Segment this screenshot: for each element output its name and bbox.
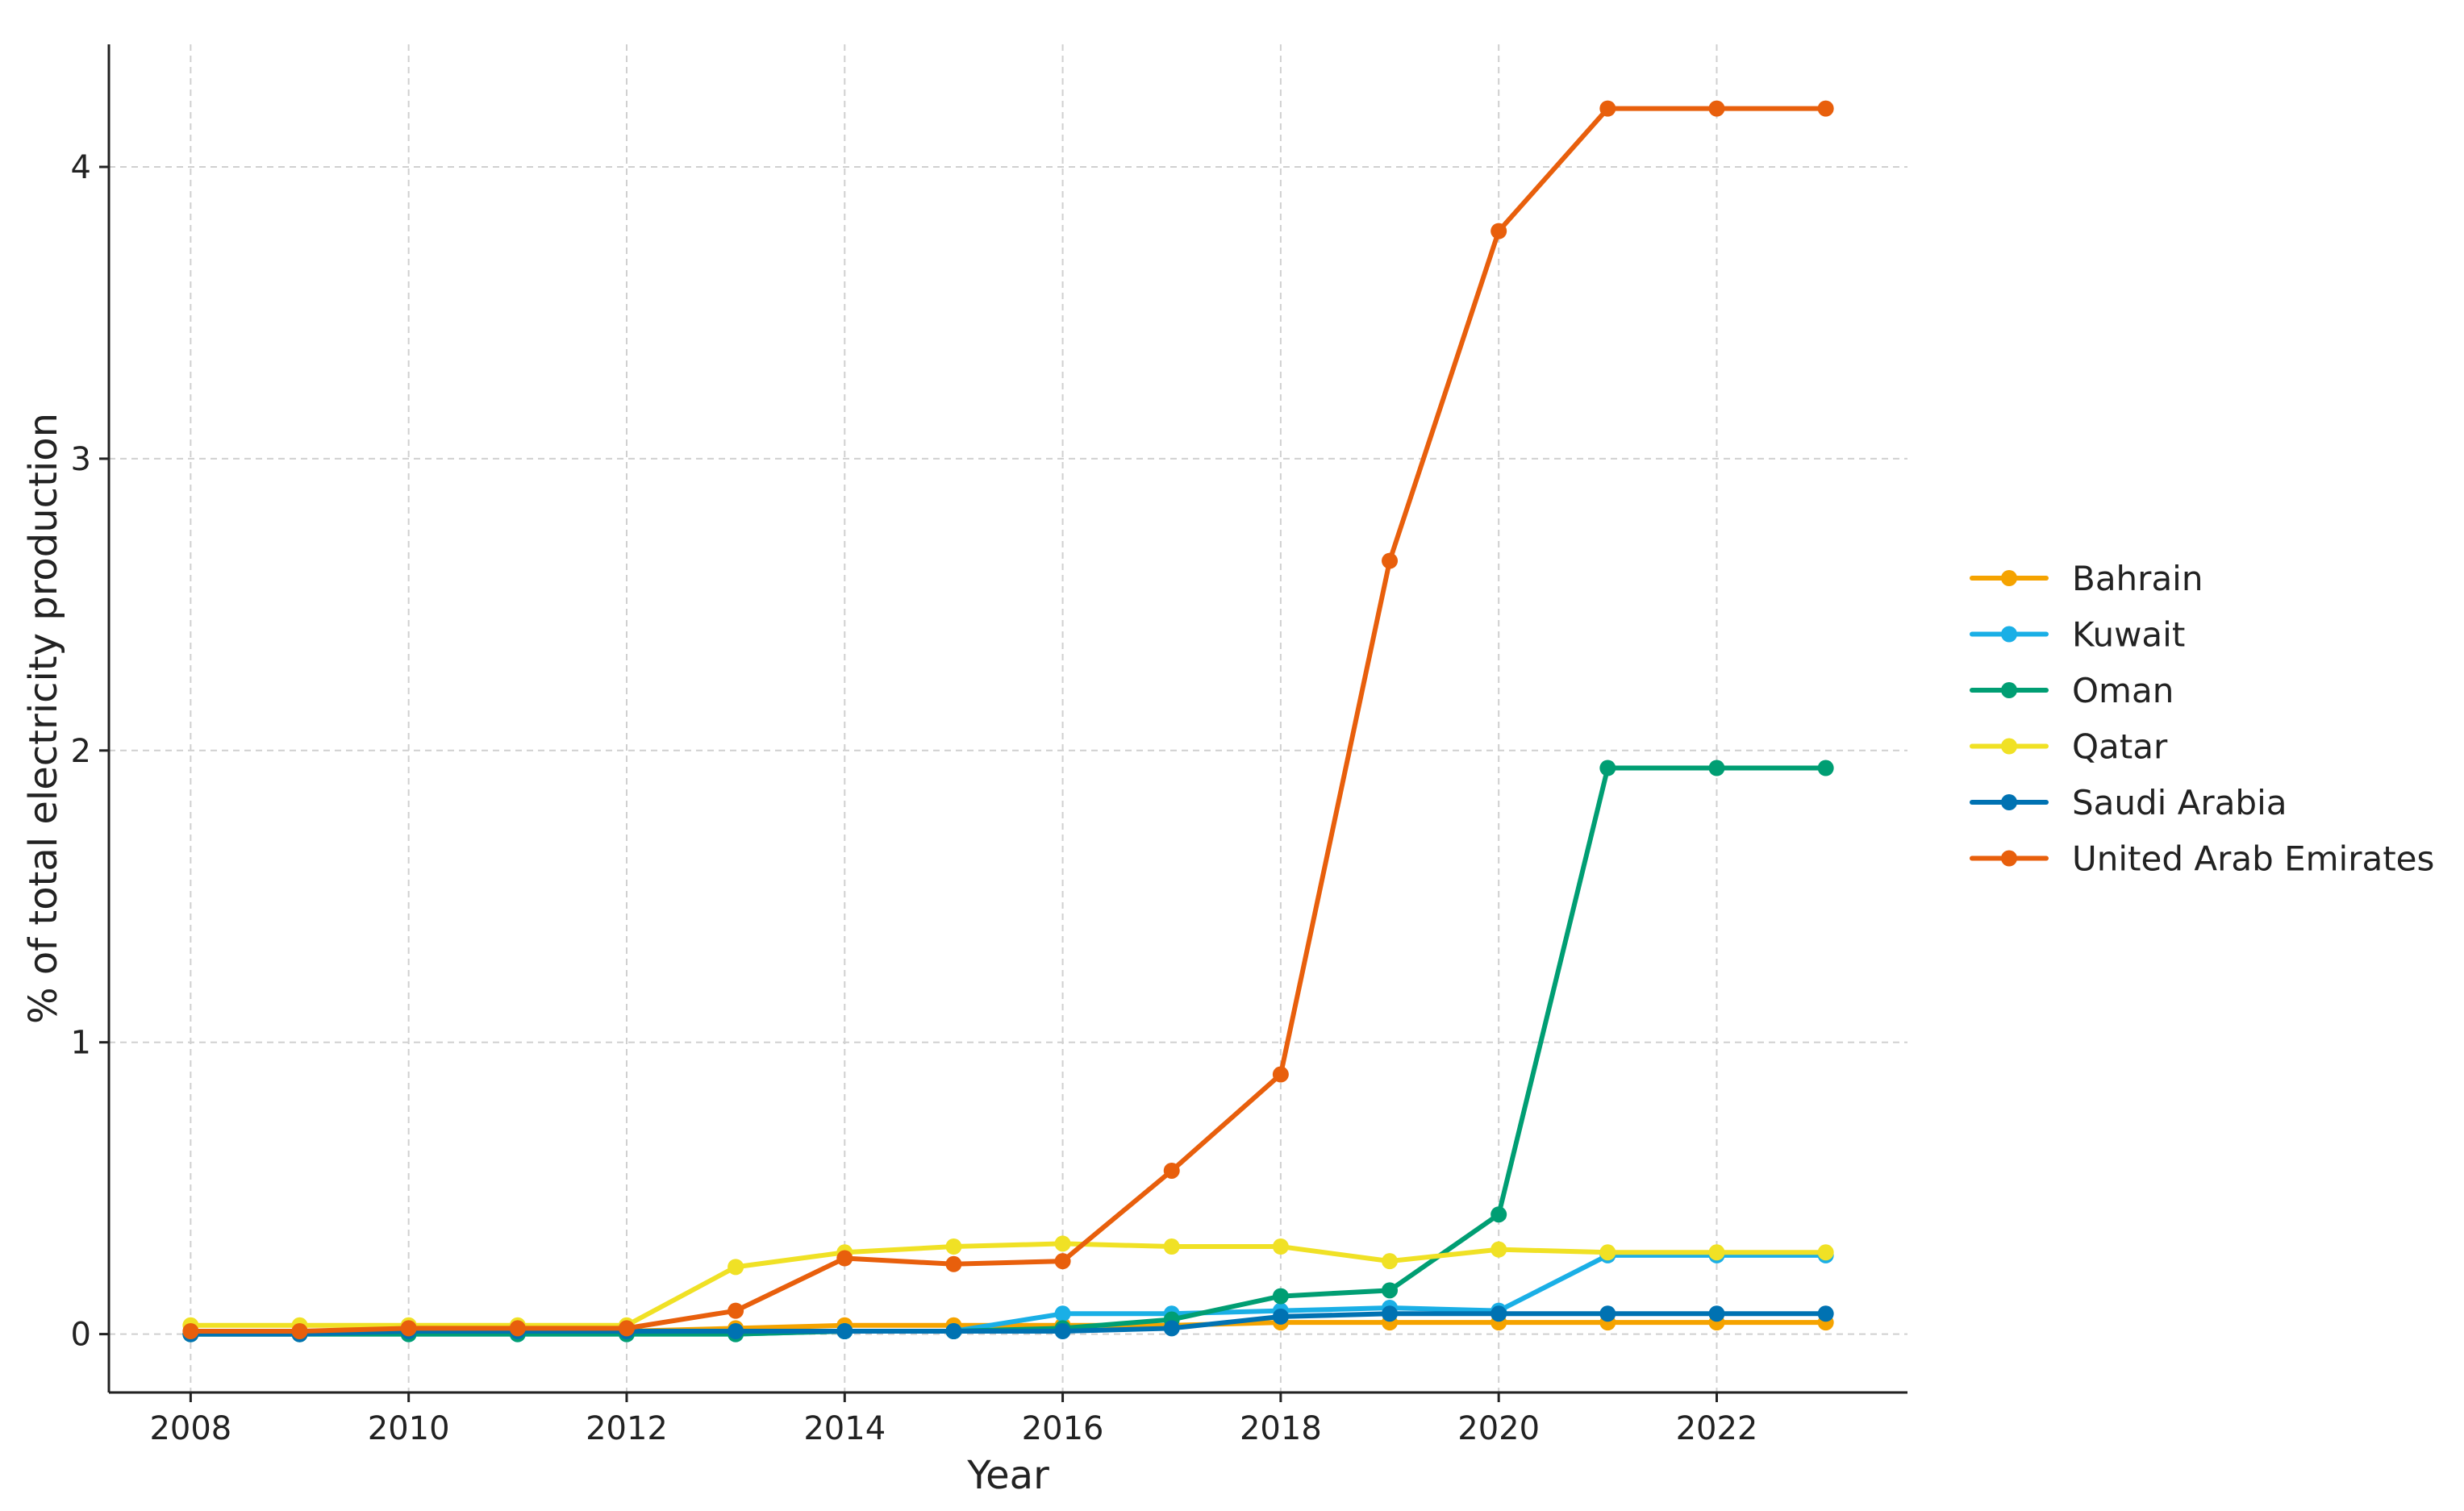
data-point	[1163, 1320, 1180, 1337]
x-tick-label: 2012	[586, 1410, 668, 1447]
data-point	[1817, 1305, 1834, 1322]
y-tick-label: 2	[71, 733, 91, 770]
legend-label: Kuwait	[2072, 615, 2185, 655]
data-point	[728, 1302, 744, 1319]
legend: Bahrain Kuwait Oman Qatar Saudi Arabia United…	[1970, 559, 2434, 879]
data-point	[1163, 1238, 1180, 1255]
data-point	[1054, 1235, 1071, 1252]
data-point	[1490, 223, 1507, 239]
data-point	[1054, 1253, 1071, 1270]
x-tick-label: 2010	[368, 1410, 450, 1447]
data-point	[1708, 1244, 1725, 1261]
x-tick-label: 2022	[1676, 1410, 1758, 1447]
data-point	[836, 1323, 853, 1339]
data-point	[1272, 1066, 1289, 1083]
data-point	[509, 1320, 526, 1337]
data-point	[1708, 1305, 1725, 1322]
series	[182, 100, 1834, 1342]
series-oman	[182, 760, 1834, 1342]
data-point	[291, 1323, 308, 1339]
data-point	[182, 1323, 199, 1339]
data-point	[836, 1250, 853, 1267]
legend-item-qatar: Qatar	[1970, 727, 2168, 767]
y-axis-label: % of total electricity production	[21, 413, 66, 1024]
data-point	[1272, 1288, 1289, 1305]
x-tick-label: 2014	[803, 1410, 886, 1447]
data-point	[1708, 100, 1725, 117]
legend-item-saudi-arabia: Saudi Arabia	[1970, 783, 2287, 822]
data-point	[945, 1255, 962, 1272]
axes	[107, 44, 1907, 1394]
data-point	[400, 1320, 417, 1337]
data-point	[1817, 1244, 1834, 1261]
data-point	[1382, 552, 1399, 569]
x-tick-label: 2020	[1457, 1410, 1540, 1447]
data-point	[1599, 100, 1616, 117]
x-axis-label: Year	[966, 1453, 1049, 1498]
y-tick-label: 0	[71, 1317, 91, 1354]
data-point	[1490, 1241, 1507, 1258]
data-point	[1382, 1253, 1399, 1270]
ticks: 2008 2010 2012 2014 2016 2018 2020 2022 0 1 2 3 4	[71, 149, 1758, 1447]
data-point	[1817, 760, 1834, 776]
data-point	[1490, 1206, 1507, 1223]
data-point	[1599, 1305, 1616, 1322]
y-tick-label: 3	[71, 441, 91, 478]
legend-item-oman: Oman	[1970, 671, 2174, 710]
data-point	[1272, 1308, 1289, 1325]
data-point	[1054, 1323, 1071, 1339]
data-point	[1382, 1282, 1399, 1299]
series-line-saudi-arabia	[188, 1311, 1828, 1337]
legend-label: Qatar	[2072, 727, 2168, 767]
legend-item-united-arab-emirates: United Arab Emirates	[1970, 839, 2434, 879]
data-point	[1817, 100, 1834, 117]
y-tick-label: 1	[71, 1025, 91, 1062]
data-point	[618, 1320, 635, 1337]
data-point	[1163, 1162, 1180, 1179]
legend-swatch-marker	[2001, 738, 2017, 755]
data-point	[945, 1323, 962, 1339]
legend-item-kuwait: Kuwait	[1970, 615, 2185, 655]
y-tick-label: 4	[71, 149, 91, 186]
data-point	[1490, 1305, 1507, 1322]
grid	[109, 44, 1907, 1392]
x-tick-label: 2018	[1240, 1410, 1322, 1447]
legend-label: Saudi Arabia	[2072, 783, 2287, 822]
legend-swatch-marker	[2001, 626, 2017, 643]
legend-swatch-marker	[2001, 850, 2017, 867]
legend-item-bahrain: Bahrain	[1970, 559, 2203, 598]
series-line-qatar	[188, 1241, 1828, 1328]
series-line-united-arab-emirates	[188, 106, 1828, 1334]
series-qatar	[182, 1235, 1834, 1334]
x-tick-label: 2016	[1022, 1410, 1104, 1447]
series-line-oman	[188, 765, 1828, 1337]
data-point	[1054, 1305, 1071, 1322]
legend-label: Bahrain	[2072, 559, 2203, 598]
legend-label: Oman	[2072, 671, 2174, 710]
data-point	[1382, 1305, 1399, 1322]
data-point	[1708, 760, 1725, 776]
legend-swatch-marker	[2001, 682, 2017, 698]
data-point	[728, 1259, 744, 1276]
data-point	[1599, 1244, 1616, 1261]
data-point	[1599, 760, 1616, 776]
data-point	[1272, 1238, 1289, 1255]
series-united-arab-emirates	[182, 100, 1834, 1339]
x-tick-label: 2008	[149, 1410, 231, 1447]
legend-swatch-marker	[2001, 570, 2017, 586]
legend-swatch-marker	[2001, 794, 2017, 810]
data-point	[945, 1238, 962, 1255]
legend-label: United Arab Emirates	[2072, 839, 2434, 879]
data-point	[728, 1323, 744, 1339]
